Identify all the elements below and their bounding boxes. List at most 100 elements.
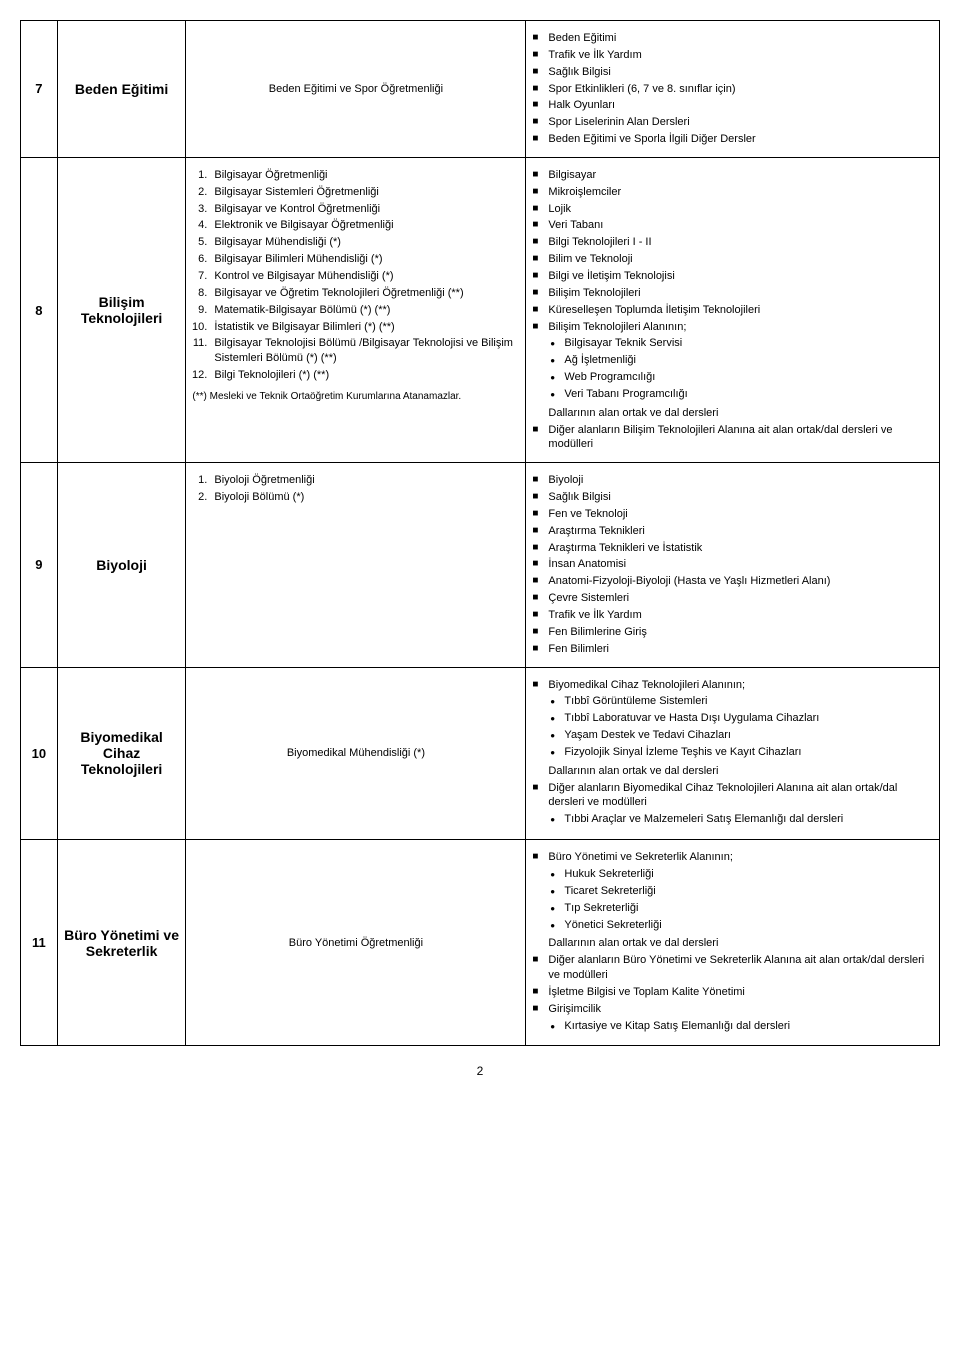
square-item: Bilişim Teknolojileri Alanının; xyxy=(532,320,933,335)
square-item: Trafik ve İlk Yardım xyxy=(532,48,933,63)
square-item: Fen ve Teknoloji xyxy=(532,507,933,522)
row-number: 8 xyxy=(21,157,58,462)
footnote: (**) Mesleki ve Teknik Ortaöğretim Kurum… xyxy=(192,391,519,402)
middle-cell: Beden Eğitimi ve Spor Öğretmenliği xyxy=(186,21,526,158)
middle-cell: Biyomedikal Mühendisliği (*) xyxy=(186,667,526,840)
row-title: Beden Eğitimi xyxy=(57,21,186,158)
square-item: Beden Eğitimi ve Sporla İlgili Diğer Der… xyxy=(532,132,933,147)
bullet-list: Bilgisayar Teknik ServisiAğ İşletmenliği… xyxy=(550,336,933,401)
numbered-item: Biyoloji Bölümü (*) xyxy=(210,490,519,505)
square-item: Halk Oyunları xyxy=(532,98,933,113)
square-item: Beden Eğitimi xyxy=(532,31,933,46)
middle-text: Büro Yönetimi Öğretmenliği xyxy=(289,937,423,949)
numbered-item: Kontrol ve Bilgisayar Mühendisliği (*) xyxy=(210,269,519,284)
square-item: Biyoloji xyxy=(532,473,933,488)
square-list: Beden Eğitimi Trafik ve İlk Yardım Sağlık … xyxy=(532,31,933,147)
curriculum-table: 7Beden EğitimiBeden Eğitimi ve Spor Öğre… xyxy=(20,20,940,1046)
row-title: Büro Yönetimi ve Sekreterlik xyxy=(57,840,186,1046)
numbered-item: Bilgisayar ve Öğretim Teknolojileri Öğre… xyxy=(210,286,519,301)
numbered-item: Matematik-Bilgisayar Bölümü (*) (**) xyxy=(210,303,519,318)
square-item: Sağlık Bilgisi xyxy=(532,490,933,505)
square-item: İşletme Bilgisi ve Toplam Kalite Yönetim… xyxy=(532,985,933,1000)
numbered-item: Bilgisayar Mühendisliği (*) xyxy=(210,235,519,250)
right-cell: Biyoloji Sağlık Bilgisi Fen ve Teknoloji Ar… xyxy=(526,463,940,667)
square-item: Diğer alanların Bilişim Teknolojileri Al… xyxy=(532,423,933,453)
right-cell: Beden Eğitimi Trafik ve İlk Yardım Sağlık … xyxy=(526,21,940,158)
square-item: Mikroişlemciler xyxy=(532,185,933,200)
square-item: Araştırma Teknikleri xyxy=(532,524,933,539)
square-item: Anatomi-Fizyoloji-Biyoloji (Hasta ve Yaş… xyxy=(532,574,933,589)
bullet-item: Yönetici Sekreterliği xyxy=(550,918,933,933)
trailing-text: Dallarının alan ortak ve dal dersleri xyxy=(532,764,933,779)
square-list: Bilgisayar Mikroişlemciler LojikVeri Taban… xyxy=(532,168,933,452)
bullet-item: Kırtasiye ve Kitap Satış Elemanlığı dal … xyxy=(550,1019,933,1034)
numbered-item: Bilgisayar ve Kontrol Öğretmenliği xyxy=(210,202,519,217)
square-item: Fen Bilimleri xyxy=(532,642,933,657)
square-item: Bilgi Teknolojileri I - II xyxy=(532,235,933,250)
bullet-item: Ticaret Sekreterliği xyxy=(550,884,933,899)
trailing-text: Dallarının alan ortak ve dal dersleri xyxy=(532,936,933,951)
square-list: Büro Yönetimi ve Sekreterlik Alanının; Hu… xyxy=(532,850,933,1033)
trailing-text: Dallarının alan ortak ve dal dersleri xyxy=(532,406,933,421)
middle-text: Biyomedikal Mühendisliği (*) xyxy=(287,747,425,759)
table-row: 11Büro Yönetimi ve Sekreterlik Büro Yönet… xyxy=(21,840,940,1046)
square-item: Küreselleşen Toplumda İletişim Teknoloji… xyxy=(532,303,933,318)
table-row: 7Beden EğitimiBeden Eğitimi ve Spor Öğre… xyxy=(21,21,940,158)
square-item: Çevre Sistemleri xyxy=(532,591,933,606)
square-item: Spor Etkinlikleri (6, 7 ve 8. sınıflar i… xyxy=(532,82,933,97)
square-item: Spor Liselerinin Alan Dersleri xyxy=(532,115,933,130)
numbered-list: Bilgisayar ÖğretmenliğiBilgisayar Sistem… xyxy=(192,168,519,383)
bullet-item: Tıbbî Görüntüleme Sistemleri xyxy=(550,694,933,709)
square-item: Diğer alanların Biyomedikal Cihaz Teknol… xyxy=(532,781,933,811)
numbered-item: Elektronik ve Bilgisayar Öğretmenliği xyxy=(210,218,519,233)
bullet-item: Fizyolojik Sinyal İzleme Teşhis ve Kayıt… xyxy=(550,745,933,760)
middle-cell: Biyoloji ÖğretmenliğiBiyoloji Bölümü (*) xyxy=(186,463,526,667)
row-title: Biyomedikal Cihaz Teknolojileri xyxy=(57,667,186,840)
square-item: İnsan Anatomisi xyxy=(532,557,933,572)
square-item: Büro Yönetimi ve Sekreterlik Alanının; xyxy=(532,850,933,865)
row-number: 7 xyxy=(21,21,58,158)
row-title: Biyoloji xyxy=(57,463,186,667)
table-row: 10Biyomedikal Cihaz Teknolojileri Biyomed… xyxy=(21,667,940,840)
bullet-item: Web Programcılığı xyxy=(550,370,933,385)
square-item: Biyomedikal Cihaz Teknolojileri Alanının… xyxy=(532,678,933,693)
square-item: Sağlık Bilgisi xyxy=(532,65,933,80)
numbered-item: İstatistik ve Bilgisayar Bilimleri (*) (… xyxy=(210,320,519,335)
square-item: Bilgisayar xyxy=(532,168,933,183)
square-item: Bilişim Teknolojileri xyxy=(532,286,933,301)
middle-cell: Bilgisayar ÖğretmenliğiBilgisayar Sistem… xyxy=(186,157,526,462)
numbered-item: Bilgisayar Sistemleri Öğretmenliği xyxy=(210,185,519,200)
row-number: 10 xyxy=(21,667,58,840)
row-number: 11 xyxy=(21,840,58,1046)
bullet-item: Tıbbi Araçlar ve Malzemeleri Satış Elema… xyxy=(550,812,933,827)
square-item: Bilgi ve İletişim Teknolojisi xyxy=(532,269,933,284)
right-cell: Büro Yönetimi ve Sekreterlik Alanının; Hu… xyxy=(526,840,940,1046)
numbered-list: Biyoloji ÖğretmenliğiBiyoloji Bölümü (*) xyxy=(192,473,519,505)
page-number: 2 xyxy=(20,1064,940,1078)
right-cell: Bilgisayar Mikroişlemciler LojikVeri Taban… xyxy=(526,157,940,462)
square-item: Veri Tabanı xyxy=(532,218,933,233)
numbered-item: Bilgi Teknolojileri (*) (**) xyxy=(210,368,519,383)
bullet-list: Kırtasiye ve Kitap Satış Elemanlığı dal … xyxy=(550,1019,933,1034)
square-list: Biyoloji Sağlık Bilgisi Fen ve Teknoloji Ar… xyxy=(532,473,933,656)
square-item: Bilim ve Teknoloji xyxy=(532,252,933,267)
numbered-item: Bilgisayar Bilimleri Mühendisliği (*) xyxy=(210,252,519,267)
square-item: Diğer alanların Büro Yönetimi ve Sekrete… xyxy=(532,953,933,983)
table-row: 8Bilişim TeknolojileriBilgisayar Öğretme… xyxy=(21,157,940,462)
square-item: Araştırma Teknikleri ve İstatistik xyxy=(532,541,933,556)
right-cell: Biyomedikal Cihaz Teknolojileri Alanının… xyxy=(526,667,940,840)
numbered-item: Bilgisayar Teknolojisi Bölümü /Bilgisaya… xyxy=(210,336,519,366)
bullet-list: Tıbbi Araçlar ve Malzemeleri Satış Elema… xyxy=(550,812,933,827)
bullet-item: Yaşam Destek ve Tedavi Cihazları xyxy=(550,728,933,743)
square-item: Fen Bilimlerine Giriş xyxy=(532,625,933,640)
row-title: Bilişim Teknolojileri xyxy=(57,157,186,462)
bullet-item: Tıp Sekreterliği xyxy=(550,901,933,916)
bullet-item: Tıbbî Laboratuvar ve Hasta Dışı Uygulama… xyxy=(550,711,933,726)
bullet-item: Hukuk Sekreterliği xyxy=(550,867,933,882)
row-number: 9 xyxy=(21,463,58,667)
square-list: Biyomedikal Cihaz Teknolojileri Alanının… xyxy=(532,678,933,828)
square-item: Lojik xyxy=(532,202,933,217)
bullet-item: Bilgisayar Teknik Servisi xyxy=(550,336,933,351)
square-item: Girişimcilik xyxy=(532,1002,933,1017)
bullet-list: Hukuk Sekreterliği Ticaret Sekreterliği Tı… xyxy=(550,867,933,932)
